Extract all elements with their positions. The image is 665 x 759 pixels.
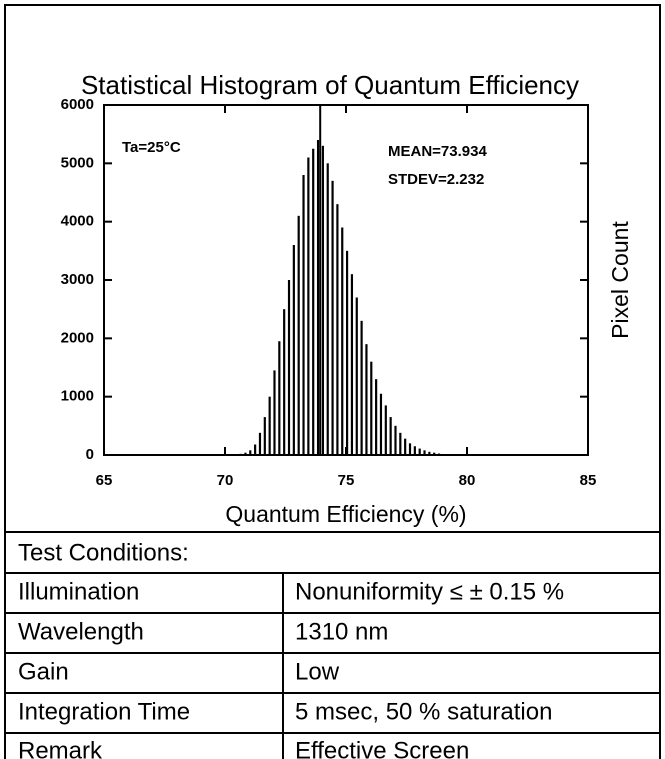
bar: [346, 250, 349, 455]
annotation: STDEV=2.232: [388, 171, 484, 188]
annotation: MEAN=73.934: [388, 143, 487, 160]
bar: [365, 344, 368, 455]
x-axis-label: Quantum Efficiency (%): [225, 501, 466, 527]
bar: [433, 452, 436, 455]
bar: [355, 297, 358, 455]
bar: [321, 145, 324, 456]
bar: [418, 448, 421, 455]
y-axis-label: Pixel Count: [607, 221, 633, 339]
bar: [273, 370, 276, 455]
table: Test Conditions:: [5, 531, 660, 759]
bar: [254, 444, 257, 455]
bar: [312, 148, 315, 455]
bar: [447, 454, 450, 455]
table-cell: Wavelength: [18, 618, 144, 645]
bar: [375, 379, 378, 455]
bar: [428, 451, 431, 455]
bar: [336, 204, 339, 455]
bar: [384, 405, 387, 455]
y-tick-label: 2000: [61, 329, 94, 346]
annotation: Ta=25°C: [122, 139, 181, 156]
table-cell: Low: [295, 658, 340, 685]
outer-frame: [4, 4, 661, 759]
bar: [292, 245, 295, 455]
bar: [239, 453, 242, 455]
x-tick-label: 85: [580, 472, 597, 489]
x-tick-label: 70: [217, 472, 234, 489]
table-cell: Integration Time: [18, 698, 190, 725]
bar: [389, 417, 392, 455]
table-cell: Remark: [18, 737, 103, 759]
y-tick-label: 5000: [61, 154, 94, 171]
table-header: Test Conditions:: [18, 539, 189, 566]
bar: [413, 446, 416, 455]
bar: [302, 175, 305, 455]
bar: [268, 396, 271, 455]
x-tick-label: 80: [459, 472, 476, 489]
bar: [404, 438, 407, 455]
bar: [234, 454, 237, 455]
y-tick-label: 1000: [61, 388, 94, 405]
table-cell: Effective Screen: [295, 737, 469, 759]
bar: [278, 341, 281, 455]
bar: [442, 454, 445, 455]
bar: [408, 443, 412, 455]
x-tick-label: 75: [338, 472, 355, 489]
table-cell: 5 msec, 50 % saturation: [295, 698, 552, 725]
y-tick-label: 6000: [61, 96, 94, 113]
x-tick-label: 65: [96, 472, 113, 489]
bar: [244, 452, 247, 455]
bar: [297, 215, 300, 455]
bar: [341, 227, 344, 455]
chart-title: Statistical Histogram of Quantum Efficie…: [81, 70, 579, 100]
table-cell: Nonuniformity ≤ ± 0.15 %: [295, 578, 564, 605]
bar: [307, 157, 310, 455]
bar: [437, 453, 441, 455]
table-cell: Gain: [18, 658, 69, 685]
bar: [258, 432, 262, 455]
table-cell: 1310 nm: [295, 618, 388, 645]
bar: [316, 140, 320, 455]
table-cell: Illumination: [18, 578, 139, 605]
bar: [379, 393, 383, 455]
y-tick-label: 0: [86, 446, 94, 463]
bar: [370, 361, 373, 455]
bar: [423, 450, 426, 455]
bar: [350, 274, 354, 455]
bar: [331, 180, 334, 456]
bar: [287, 280, 291, 455]
bar: [394, 425, 397, 455]
bar: [360, 320, 363, 455]
bar: [326, 163, 329, 456]
bar: [283, 309, 286, 455]
y-tick-label: 4000: [61, 213, 94, 230]
y-tick-label: 3000: [61, 271, 94, 288]
bar: [399, 432, 402, 455]
bar: [249, 450, 252, 455]
bar: [263, 417, 266, 455]
